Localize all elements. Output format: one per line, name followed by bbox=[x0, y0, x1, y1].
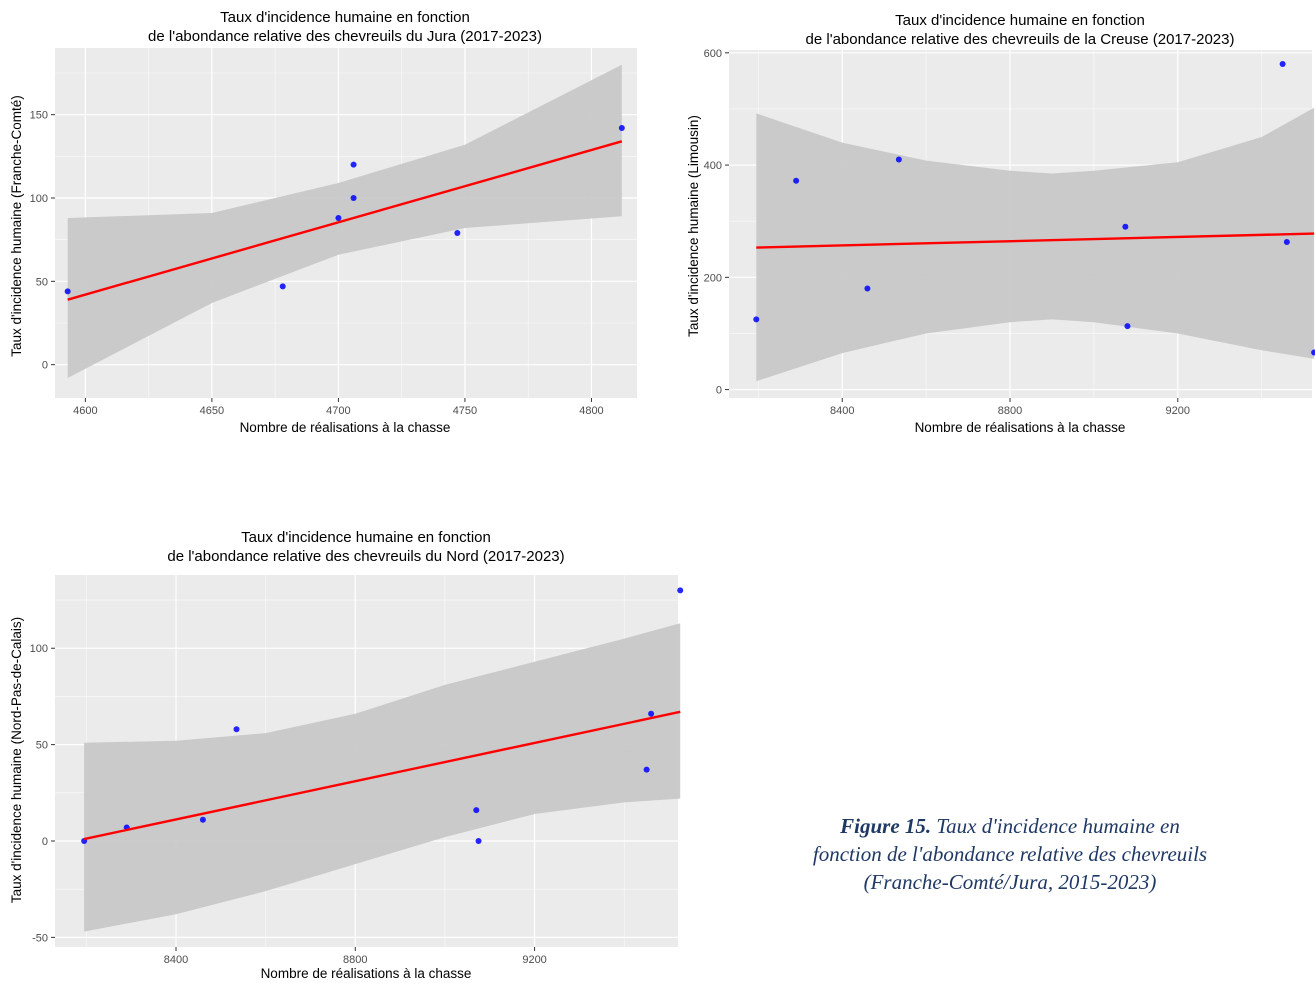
figure-caption: Figure 15. Taux d'incidence humaine en f… bbox=[745, 812, 1275, 896]
nord-y-tick-label: 100 bbox=[30, 643, 48, 655]
creuse-x-tick-label: 9200 bbox=[1166, 405, 1190, 417]
jura-data-point bbox=[335, 215, 342, 221]
jura-y-tick-label: 50 bbox=[36, 276, 48, 288]
nord-y-tick-label: 0 bbox=[42, 836, 48, 848]
nord-x-tick-label: 9200 bbox=[522, 954, 546, 966]
creuse-y-tick-label: 200 bbox=[704, 272, 722, 284]
nord-confidence-band bbox=[84, 623, 681, 932]
jura-data-point bbox=[279, 283, 286, 290]
jura-y-tick-label: 100 bbox=[30, 193, 48, 205]
nord-data-point bbox=[233, 726, 240, 733]
creuse-data-point bbox=[1283, 238, 1290, 245]
jura-y-tick-label: 0 bbox=[42, 360, 48, 372]
jura-y-tick-label: 150 bbox=[30, 110, 48, 122]
jura-data-point bbox=[350, 195, 357, 201]
creuse-y-axis-label: Taux d'incidence humaine (Limousin) bbox=[686, 115, 701, 337]
nord-x-axis-label: Nombre de réalisations à la chasse bbox=[261, 966, 472, 981]
nord-data-point bbox=[643, 766, 650, 773]
nord-data-point bbox=[677, 587, 684, 594]
caption-text-line2: fonction de l'abondance relative des che… bbox=[812, 842, 1208, 866]
jura-x-tick-label: 4650 bbox=[200, 405, 224, 417]
creuse-y-tick-label: 400 bbox=[704, 160, 722, 172]
nord-data-point bbox=[648, 710, 655, 717]
creuse-data-point bbox=[753, 316, 760, 323]
creuse-x-axis-label: Nombre de réalisations à la chasse bbox=[915, 420, 1126, 435]
creuse-data-point bbox=[1122, 223, 1129, 230]
creuse-chart: Taux d'incidence humaine en fonction de … bbox=[680, 0, 1315, 445]
jura-data-point bbox=[350, 161, 357, 168]
creuse-data-point bbox=[1124, 323, 1131, 330]
nord-chart-svg: Taux d'incidence humaine en fonction de … bbox=[9, 529, 684, 981]
creuse-y-tick-label: 600 bbox=[704, 48, 722, 60]
jura-chart-title-line1: Taux d'incidence humaine en fonction bbox=[220, 9, 470, 26]
jura-x-tick-label: 4750 bbox=[453, 405, 477, 417]
creuse-chart-title-line2: de l'abondance relative des chevreuils d… bbox=[806, 31, 1235, 48]
nord-data-point bbox=[475, 837, 482, 844]
jura-x-tick-label: 4600 bbox=[73, 405, 97, 417]
nord-data-point bbox=[199, 816, 206, 823]
caption-text-line3: (Franche-Comté/Jura, 2015-2023) bbox=[863, 870, 1157, 894]
creuse-regression-line bbox=[756, 232, 1315, 249]
nord-x-tick-label: 8400 bbox=[164, 954, 188, 966]
nord-chart-title-line1: Taux d'incidence humaine en fonction bbox=[241, 529, 491, 546]
jura-x-tick-label: 4700 bbox=[326, 405, 350, 417]
creuse-chart-svg: Taux d'incidence humaine en fonction de … bbox=[686, 12, 1315, 435]
jura-chart: Taux d'incidence humaine en fonction de … bbox=[0, 0, 650, 445]
jura-data-point bbox=[618, 125, 625, 131]
jura-chart-svg: Taux d'incidence humaine en fonction de … bbox=[9, 9, 637, 435]
caption-text-line1: Taux d'incidence humaine en bbox=[931, 814, 1180, 838]
creuse-data-point bbox=[1311, 349, 1315, 356]
creuse-y-tick-label: 0 bbox=[716, 385, 722, 397]
jura-y-axis-label: Taux d'incidence humaine (Franche-Comté) bbox=[9, 95, 24, 356]
creuse-x-tick-label: 8400 bbox=[830, 405, 854, 417]
nord-regression-line bbox=[83, 710, 681, 841]
creuse-data-point bbox=[793, 177, 800, 184]
nord-chart-title-line2: de l'abondance relative des chevreuils d… bbox=[167, 548, 564, 565]
jura-data-point bbox=[64, 288, 71, 295]
jura-x-tick-label: 4800 bbox=[579, 405, 603, 417]
nord-data-point bbox=[473, 807, 480, 814]
creuse-data-point bbox=[895, 156, 902, 163]
creuse-x-tick-label: 8800 bbox=[998, 405, 1022, 417]
creuse-confidence-band bbox=[756, 107, 1315, 382]
nord-chart: Taux d'incidence humaine en fonction de … bbox=[0, 520, 690, 983]
creuse-data-point bbox=[864, 285, 871, 292]
jura-chart-title-line2: de l'abondance relative des chevreuils d… bbox=[148, 28, 542, 45]
jura-regression-line bbox=[67, 140, 623, 301]
creuse-chart-title-line1: Taux d'incidence humaine en fonction bbox=[895, 12, 1145, 29]
jura-data-point bbox=[454, 230, 461, 236]
nord-y-axis-label: Taux d'incidence humaine (Nord-Pas-de-Ca… bbox=[9, 617, 24, 903]
nord-y-tick-label: -50 bbox=[32, 932, 48, 944]
caption-label: Figure 15. bbox=[840, 814, 932, 838]
creuse-data-point bbox=[1279, 61, 1286, 68]
jura-x-axis-label: Nombre de réalisations à la chasse bbox=[240, 420, 451, 435]
nord-y-tick-label: 50 bbox=[36, 740, 48, 752]
caption-line-1: Figure 15. Taux d'incidence humaine en bbox=[745, 812, 1275, 840]
nord-x-tick-label: 8800 bbox=[343, 954, 367, 966]
